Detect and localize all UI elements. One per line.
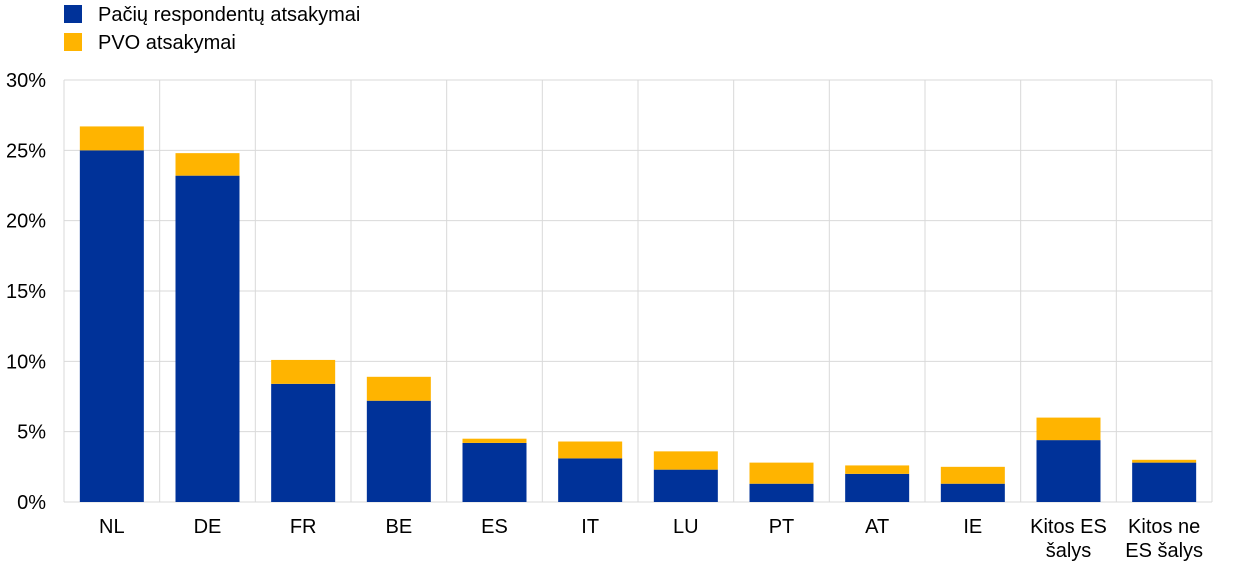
legend-swatch-pvo-responses xyxy=(64,33,82,51)
bar-segment-own-responses xyxy=(749,483,814,502)
bar-segment-pvo-responses xyxy=(462,438,527,443)
x-category-label: DE xyxy=(194,516,222,538)
bar-segment-pvo-responses xyxy=(175,153,240,176)
legend-label-pvo-responses: PVO atsakymai xyxy=(98,32,236,54)
x-category-label: PT xyxy=(769,516,795,538)
bar-segment-own-responses xyxy=(79,150,144,503)
bar-segment-own-responses xyxy=(366,400,431,502)
x-category-label: ES xyxy=(481,516,508,538)
bar-segment-pvo-responses xyxy=(940,466,1005,484)
legend-label-own-responses: Pačių respondentų atsakymai xyxy=(98,4,360,26)
bar-segment-own-responses xyxy=(653,469,718,502)
bar-segment-own-responses xyxy=(558,458,623,502)
bar-segment-pvo-responses xyxy=(1036,417,1101,441)
x-category-label: BE xyxy=(385,516,412,538)
bar-segment-pvo-responses xyxy=(366,376,431,401)
x-category-label: Kitos ES šalys xyxy=(1030,516,1107,562)
x-category-label: IE xyxy=(963,516,982,538)
bar-segment-pvo-responses xyxy=(845,465,910,474)
y-tick-label: 30% xyxy=(6,70,46,92)
bar-segment-pvo-responses xyxy=(79,126,144,151)
bar-segment-own-responses xyxy=(1036,440,1101,502)
y-tick-label: 10% xyxy=(6,351,46,373)
x-category-label: AT xyxy=(865,516,889,538)
y-tick-label: 15% xyxy=(6,281,46,303)
x-category-label: FR xyxy=(290,516,317,538)
bar-segment-pvo-responses xyxy=(558,441,623,459)
gridlines xyxy=(63,79,1213,503)
x-category-label: LU xyxy=(673,516,699,538)
bar-segment-own-responses xyxy=(175,175,240,503)
x-category-label: IT xyxy=(581,516,599,538)
bar-segment-own-responses xyxy=(462,442,527,502)
bars xyxy=(79,126,1197,503)
legend-swatch-own-responses xyxy=(64,5,82,23)
bar-segment-pvo-responses xyxy=(749,462,814,484)
bar-segment-own-responses xyxy=(845,473,910,502)
x-category-label: Kitos ne ES šalys xyxy=(1125,516,1203,562)
y-tick-label: 25% xyxy=(6,140,46,162)
y-tick-label: 0% xyxy=(17,492,46,514)
bar-segment-pvo-responses xyxy=(271,359,336,384)
x-axis: NL DE FR BE ES IT LU PT AT IE Kitos ES šalys Kitos n… xyxy=(99,516,1203,562)
bar-segment-own-responses xyxy=(1132,462,1197,502)
x-category-label: NL xyxy=(99,516,125,538)
y-axis: 0% 5% 10% 15% 20% 25% 30% xyxy=(6,70,46,514)
bar-segment-pvo-responses xyxy=(653,451,718,470)
bar-segment-own-responses xyxy=(940,483,1005,502)
legend: Pačių respondentų atsakymai PVO atsakyma… xyxy=(64,4,360,54)
y-tick-label: 20% xyxy=(6,211,46,233)
bar-segment-pvo-responses xyxy=(1132,459,1197,463)
bar-segment-own-responses xyxy=(271,383,336,502)
y-tick-label: 5% xyxy=(17,422,46,444)
